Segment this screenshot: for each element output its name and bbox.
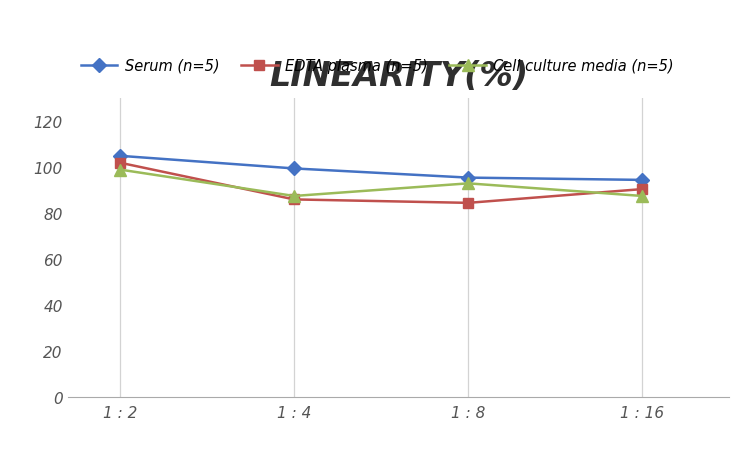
Serum (n=5) — [464, 175, 473, 181]
EDTA plasma (n=5) — [115, 161, 124, 166]
Cell culture media (n=5) — [290, 194, 299, 199]
EDTA plasma (n=5) — [638, 187, 647, 193]
Cell culture media (n=5) — [115, 167, 124, 173]
EDTA plasma (n=5) — [464, 201, 473, 206]
Line: EDTA plasma (n=5): EDTA plasma (n=5) — [115, 158, 647, 208]
Line: Serum (n=5): Serum (n=5) — [115, 152, 647, 185]
EDTA plasma (n=5) — [290, 197, 299, 202]
Serum (n=5) — [290, 166, 299, 172]
Cell culture media (n=5) — [464, 181, 473, 187]
Serum (n=5) — [115, 154, 124, 159]
Cell culture media (n=5) — [638, 194, 647, 199]
Line: Cell culture media (n=5): Cell culture media (n=5) — [114, 165, 648, 202]
Legend: Serum (n=5), EDTA plasma (n=5), Cell culture media (n=5): Serum (n=5), EDTA plasma (n=5), Cell cul… — [75, 53, 680, 79]
Serum (n=5) — [638, 178, 647, 183]
Title: LINEARITY(%): LINEARITY(%) — [269, 60, 528, 92]
